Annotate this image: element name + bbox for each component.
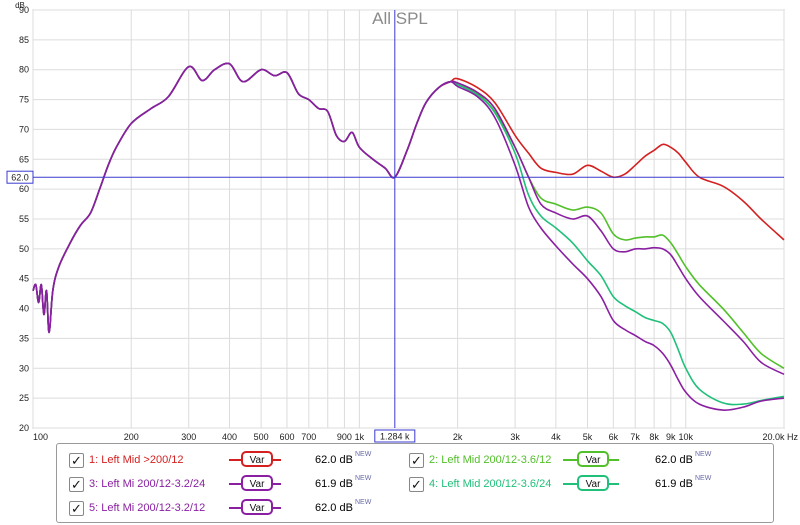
legend-value-3: 61.9 dB xyxy=(315,478,353,490)
y-tick-label: 20 xyxy=(19,423,29,433)
y-tick-label: 70 xyxy=(19,124,29,134)
x-tick-label: 200 xyxy=(124,432,139,442)
legend-item-5: ✓ 5: Left Mi 200/12-3.2/12 Var 62.0 dB N… xyxy=(69,499,409,519)
series-line-3[interactable] xyxy=(32,62,785,411)
legend-label-3: 3: Left Mi 200/12-3.2/24 xyxy=(89,478,206,490)
y-tick-label: 30 xyxy=(19,363,29,373)
x-tick-label: 7k xyxy=(630,432,640,442)
y-tick-label: 25 xyxy=(19,393,29,403)
legend-panel: ✓ 1: Left Mid >200/12 Var 62.0 dB NEW ✓ … xyxy=(56,443,774,523)
x-tick-label: 500 xyxy=(254,432,269,442)
legend-label-2: 2: Left Mid 200/12-3.6/12 xyxy=(429,454,552,466)
legend-checkbox-2[interactable]: ✓ xyxy=(409,453,424,468)
cursor-x-readout: 1.284 k xyxy=(380,432,410,442)
y-tick-label: 80 xyxy=(19,65,29,75)
x-tick-label: 700 xyxy=(301,432,316,442)
y-tick-label: 45 xyxy=(19,274,29,284)
legend-checkbox-1[interactable]: ✓ xyxy=(69,453,84,468)
legend-new-badge-5: NEW xyxy=(355,499,372,506)
legend-line-right-1 xyxy=(273,459,281,461)
y-tick-label: 55 xyxy=(19,214,29,224)
x-tick-label: 4k xyxy=(551,432,561,442)
var-button-3[interactable]: Var xyxy=(241,475,273,491)
legend-value-1: 62.0 dB xyxy=(315,454,353,466)
legend-line-left-1 xyxy=(229,459,241,461)
y-tick-label: 90 xyxy=(19,5,29,15)
x-tick-label: 5k xyxy=(583,432,593,442)
legend-line-right-3 xyxy=(273,483,281,485)
y-tick-label: 60 xyxy=(19,184,29,194)
legend-checkbox-4[interactable]: ✓ xyxy=(409,477,424,492)
chart-title: All SPL xyxy=(372,9,428,28)
cursor-y-readout-box xyxy=(6,170,34,184)
legend-label-5: 5: Left Mi 200/12-3.2/12 xyxy=(89,502,206,514)
y-tick-label: 65 xyxy=(19,154,29,164)
legend-item-1: ✓ 1: Left Mid >200/12 Var 62.0 dB NEW xyxy=(69,451,409,471)
x-tick-label: 600 xyxy=(279,432,294,442)
cursor-y-readout: 62.0 xyxy=(11,173,29,183)
legend-item-4: ✓ 4: Left Mid 200/12-3.6/24 Var 61.9 dB … xyxy=(409,475,769,495)
legend-value-4: 61.9 dB xyxy=(655,478,693,490)
x-tick-label: 8k xyxy=(649,432,659,442)
x-tick-label: 900 xyxy=(337,432,352,442)
spl-chart[interactable]: 20 25 30 35 40 45 50 55 60 65 70 75 80 85 90 100 200 300 4… xyxy=(0,0,800,445)
axis-ticks: 20 25 30 35 40 45 50 55 60 65 70 75 80 85 90 100 200 300 4… xyxy=(19,5,799,442)
x-tick-label: 3k xyxy=(510,432,520,442)
legend-new-badge-2: NEW xyxy=(695,451,712,458)
x-tick-label: 10k xyxy=(678,432,693,442)
var-button-2[interactable]: Var xyxy=(577,451,609,467)
x-tick-label: 1k xyxy=(355,432,365,442)
cursor-x-readout-box xyxy=(374,429,416,443)
y-unit-label: dB xyxy=(15,1,25,10)
legend-new-badge-3: NEW xyxy=(355,475,372,482)
legend-item-3: ✓ 3: Left Mi 200/12-3.2/24 Var 61.9 dB N… xyxy=(69,475,409,495)
x-tick-label: 6k xyxy=(609,432,619,442)
legend-line-right-5 xyxy=(273,507,281,509)
x-tick-label: 100 xyxy=(33,432,48,442)
var-button-4[interactable]: Var xyxy=(577,475,609,491)
grid-lines xyxy=(32,9,785,429)
legend-checkbox-3[interactable]: ✓ xyxy=(69,477,84,492)
legend-line-left-5 xyxy=(229,507,241,509)
legend-value-5: 62.0 dB xyxy=(315,502,353,514)
y-tick-label: 35 xyxy=(19,333,29,343)
legend-value-2: 62.0 dB xyxy=(655,454,693,466)
legend-line-right-2 xyxy=(609,459,619,461)
y-tick-label: 85 xyxy=(19,35,29,45)
legend-new-badge-1: NEW xyxy=(355,451,372,458)
legend-line-right-4 xyxy=(609,483,619,485)
x-tick-label: 20.0k Hz xyxy=(762,432,798,442)
x-tick-label: 300 xyxy=(181,432,196,442)
y-tick-label: 75 xyxy=(19,95,29,105)
legend-label-4: 4: Left Mid 200/12-3.6/24 xyxy=(429,478,552,490)
var-button-5[interactable]: Var xyxy=(241,499,273,515)
legend-checkbox-5[interactable]: ✓ xyxy=(69,501,84,516)
legend-line-left-3 xyxy=(229,483,241,485)
legend-label-1: 1: Left Mid >200/12 xyxy=(89,454,184,466)
legend-new-badge-4: NEW xyxy=(695,475,712,482)
x-tick-label: 2k xyxy=(453,432,463,442)
x-tick-label: 9k xyxy=(666,432,676,442)
y-tick-label: 40 xyxy=(19,304,29,314)
legend-line-left-2 xyxy=(563,459,577,461)
legend-line-left-4 xyxy=(563,483,577,485)
var-button-1[interactable]: Var xyxy=(241,451,273,467)
series-layer xyxy=(32,62,785,411)
legend-item-2: ✓ 2: Left Mid 200/12-3.6/12 Var 62.0 dB … xyxy=(409,451,769,471)
cursor[interactable]: 62.0 1.284 k xyxy=(6,10,784,443)
y-tick-label: 50 xyxy=(19,244,29,254)
x-tick-label: 400 xyxy=(222,432,237,442)
